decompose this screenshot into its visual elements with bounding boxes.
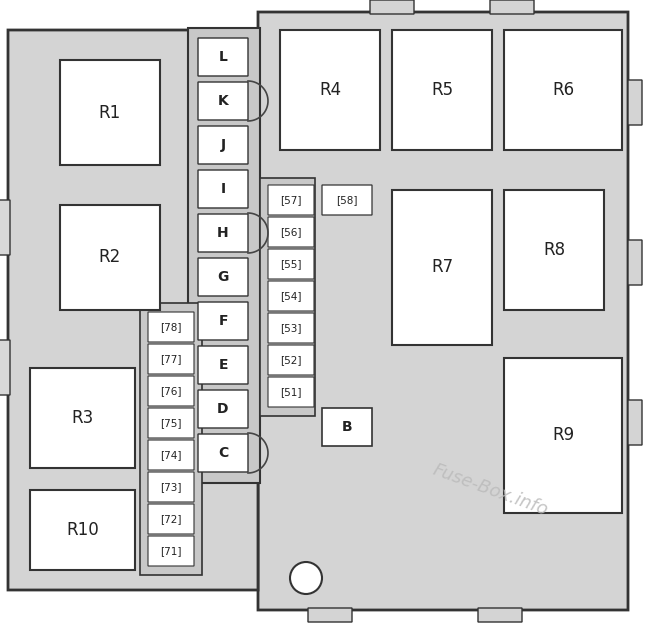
Text: [71]: [71]: [161, 546, 182, 556]
FancyBboxPatch shape: [0, 200, 10, 255]
FancyBboxPatch shape: [392, 30, 492, 150]
Text: [53]: [53]: [280, 323, 302, 333]
FancyBboxPatch shape: [60, 60, 160, 165]
FancyBboxPatch shape: [260, 178, 315, 416]
FancyBboxPatch shape: [198, 126, 248, 164]
FancyBboxPatch shape: [148, 536, 194, 566]
FancyBboxPatch shape: [140, 303, 202, 575]
FancyBboxPatch shape: [198, 214, 248, 252]
Text: R4: R4: [319, 81, 341, 99]
Text: R8: R8: [543, 241, 565, 259]
Text: [56]: [56]: [280, 227, 302, 237]
FancyBboxPatch shape: [148, 376, 194, 406]
FancyBboxPatch shape: [268, 281, 314, 311]
Text: R9: R9: [552, 426, 574, 444]
FancyBboxPatch shape: [490, 0, 534, 14]
FancyBboxPatch shape: [504, 190, 604, 310]
Text: Fuse-Box.info: Fuse-Box.info: [430, 461, 550, 519]
Text: [72]: [72]: [161, 514, 182, 524]
FancyBboxPatch shape: [628, 400, 642, 445]
FancyBboxPatch shape: [198, 346, 248, 384]
Text: K: K: [218, 94, 228, 108]
Text: R1: R1: [99, 104, 121, 122]
Text: [78]: [78]: [161, 322, 182, 332]
Text: R6: R6: [552, 81, 574, 99]
Text: [57]: [57]: [280, 195, 302, 205]
Text: [77]: [77]: [161, 354, 182, 364]
Text: J: J: [220, 138, 226, 152]
Text: L: L: [218, 50, 227, 64]
FancyBboxPatch shape: [268, 313, 314, 343]
Text: [74]: [74]: [161, 450, 182, 460]
Text: [75]: [75]: [161, 418, 182, 428]
FancyBboxPatch shape: [148, 312, 194, 342]
FancyBboxPatch shape: [198, 82, 248, 120]
Text: C: C: [218, 446, 228, 460]
FancyBboxPatch shape: [504, 358, 622, 513]
Text: [55]: [55]: [280, 259, 302, 269]
Text: [76]: [76]: [161, 386, 182, 396]
FancyBboxPatch shape: [268, 217, 314, 247]
FancyBboxPatch shape: [148, 408, 194, 438]
Text: [52]: [52]: [280, 355, 302, 365]
FancyBboxPatch shape: [268, 185, 314, 215]
FancyBboxPatch shape: [198, 170, 248, 208]
Text: R7: R7: [431, 258, 453, 276]
Text: F: F: [218, 314, 227, 328]
FancyBboxPatch shape: [8, 30, 258, 590]
FancyBboxPatch shape: [30, 490, 135, 570]
FancyBboxPatch shape: [148, 344, 194, 374]
FancyBboxPatch shape: [268, 249, 314, 279]
FancyBboxPatch shape: [148, 440, 194, 470]
FancyBboxPatch shape: [198, 434, 248, 472]
FancyBboxPatch shape: [628, 240, 642, 285]
FancyBboxPatch shape: [258, 12, 628, 610]
FancyBboxPatch shape: [504, 30, 622, 150]
FancyBboxPatch shape: [60, 205, 160, 310]
FancyBboxPatch shape: [392, 190, 492, 345]
Text: R5: R5: [431, 81, 453, 99]
Text: E: E: [218, 358, 227, 372]
Text: H: H: [217, 226, 229, 240]
Text: I: I: [220, 182, 226, 196]
FancyBboxPatch shape: [198, 302, 248, 340]
Text: R2: R2: [99, 248, 121, 266]
FancyBboxPatch shape: [198, 258, 248, 296]
FancyBboxPatch shape: [322, 185, 372, 215]
Text: [51]: [51]: [280, 387, 302, 397]
FancyBboxPatch shape: [0, 340, 10, 395]
FancyBboxPatch shape: [308, 608, 352, 622]
FancyBboxPatch shape: [628, 80, 642, 125]
FancyBboxPatch shape: [148, 472, 194, 502]
FancyBboxPatch shape: [322, 408, 372, 446]
Text: D: D: [217, 402, 229, 416]
FancyBboxPatch shape: [198, 390, 248, 428]
Text: [73]: [73]: [161, 482, 182, 492]
Text: B: B: [342, 420, 352, 434]
Text: R10: R10: [66, 521, 99, 539]
Text: G: G: [217, 270, 229, 284]
Text: [54]: [54]: [280, 291, 302, 301]
Text: R3: R3: [72, 409, 94, 427]
FancyBboxPatch shape: [370, 0, 414, 14]
FancyBboxPatch shape: [188, 28, 260, 483]
FancyBboxPatch shape: [268, 345, 314, 375]
FancyBboxPatch shape: [198, 38, 248, 76]
FancyBboxPatch shape: [268, 377, 314, 407]
Text: [58]: [58]: [336, 195, 358, 205]
Circle shape: [290, 562, 322, 594]
FancyBboxPatch shape: [280, 30, 380, 150]
FancyBboxPatch shape: [148, 504, 194, 534]
FancyBboxPatch shape: [478, 608, 522, 622]
FancyBboxPatch shape: [30, 368, 135, 468]
